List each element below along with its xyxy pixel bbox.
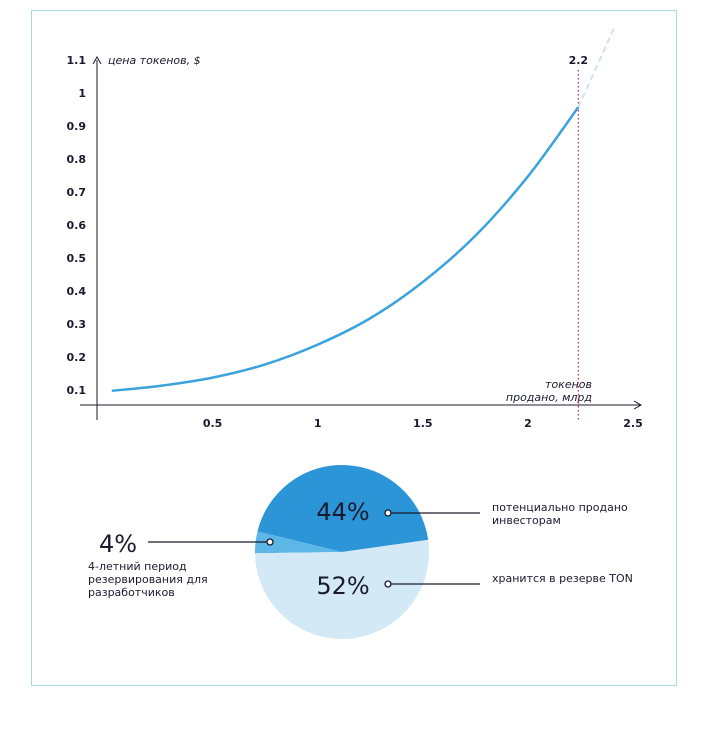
y-arrow — [92, 55, 102, 65]
pie-slice — [255, 539, 429, 640]
x-tick-label: 1 — [314, 417, 322, 430]
x-tick-label: 2.5 — [623, 417, 643, 430]
leader-dot — [384, 580, 392, 588]
pie-value-label: 52% — [316, 572, 369, 600]
y-tick-label: 0.9 — [67, 120, 87, 133]
pie-slice — [257, 465, 429, 552]
line-series — [577, 27, 615, 108]
frame — [31, 10, 677, 686]
x-tick-label: 2 — [524, 417, 532, 430]
x-arrow — [633, 400, 643, 410]
pie-category-label: потенциально продано инвесторам — [492, 501, 628, 527]
y-label: цена токенов, $ — [108, 54, 201, 67]
y-tick-label: 0.7 — [67, 186, 87, 199]
pie-category-label: 4-летний период резервирования для разра… — [88, 560, 208, 599]
y-tick-label: 1.1 — [67, 54, 87, 67]
x-tick-label: 0.5 — [203, 417, 223, 430]
pie-slice — [255, 531, 342, 554]
y-tick-label: 0.4 — [67, 285, 87, 298]
y-tick-label: 0.6 — [67, 219, 87, 232]
y-tick-label: 0.1 — [67, 384, 87, 397]
x-tick-label: 1.5 — [413, 417, 433, 430]
x-label: продано, млрд — [506, 391, 592, 404]
pie-value-label: 44% — [316, 498, 369, 526]
reference-label: 2.2 — [569, 54, 589, 67]
y-tick-label: 0.2 — [67, 351, 87, 364]
pie-value-label: 4% — [99, 530, 137, 558]
line-series — [111, 106, 580, 393]
leader-dot — [266, 538, 274, 546]
y-tick-label: 0.8 — [67, 153, 87, 166]
y-tick-label: 0.3 — [67, 318, 87, 331]
pie-category-label: хранится в резерве TON — [492, 572, 633, 585]
x-label: токенов — [545, 378, 592, 391]
y-tick-label: 1 — [78, 87, 86, 100]
y-tick-label: 0.5 — [67, 252, 87, 265]
leader-dot — [384, 509, 392, 517]
